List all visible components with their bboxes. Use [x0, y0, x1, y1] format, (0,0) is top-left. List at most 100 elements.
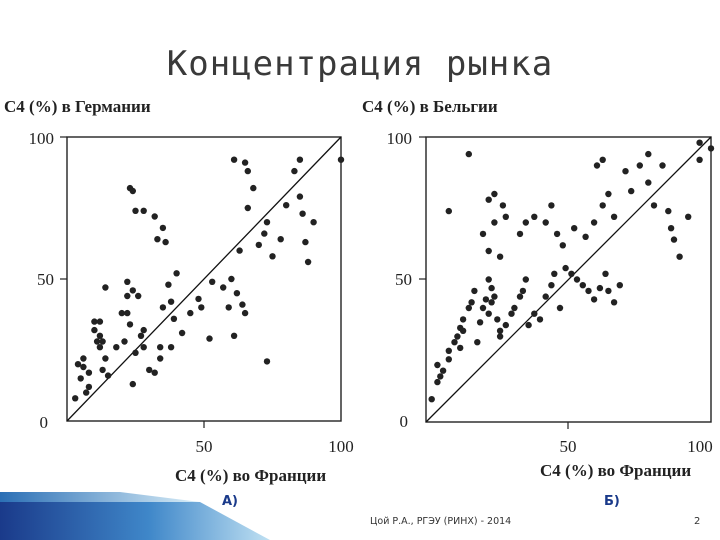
chart-a-point: [206, 335, 213, 342]
chart-b-ytick-label: 100: [387, 129, 413, 148]
chart-b-point: [582, 233, 589, 240]
chart-b-point: [485, 310, 492, 317]
chart-a-point: [146, 366, 153, 374]
chart-a-point: [72, 395, 79, 402]
chart-b-point: [445, 347, 452, 354]
chart-a-point: [167, 298, 175, 305]
chart-a-point: [135, 292, 142, 300]
chart-b-point: [650, 202, 658, 209]
chart-b-ytick-label: 0: [400, 412, 409, 431]
chart-b-point: [548, 282, 555, 289]
chart-b-point: [496, 333, 504, 340]
chart-b-point: [451, 339, 458, 346]
chart-a-point: [277, 236, 284, 243]
chart-b-point: [553, 230, 561, 238]
chart-a-point: [83, 389, 90, 396]
chart-a-point: [165, 281, 172, 288]
chart-a-xlabel: C4 (%) во Франции: [175, 466, 326, 485]
chart-b-points: [428, 139, 715, 403]
page-number: 2: [694, 516, 701, 527]
chart-a-point: [337, 156, 345, 163]
chart-b-point: [499, 202, 507, 209]
chart-b-point: [628, 187, 635, 195]
chart-a-point: [80, 363, 87, 371]
chart-b-point: [536, 316, 544, 323]
chart-a-point: [220, 284, 227, 291]
chart-a-point: [151, 213, 158, 220]
chart-b-point: [599, 202, 606, 209]
chart-b-point: [465, 150, 472, 158]
chart-a-point: [178, 329, 186, 337]
chart-b-point: [585, 287, 592, 295]
chart-a-point: [96, 344, 104, 351]
chart-b-point: [502, 213, 509, 220]
chart-a-point: [255, 241, 262, 249]
chart-b-point: [516, 293, 524, 300]
chart-a-point: [283, 202, 290, 209]
chart-a-point: [154, 236, 161, 243]
chart-a-point: [99, 338, 106, 345]
chart-a-point: [140, 326, 147, 334]
chart-b-diagonal: [425, 136, 712, 423]
chart-b-point: [459, 316, 467, 323]
chart-b-point: [590, 296, 598, 303]
chart-b-xlabel: C4 (%) во Франции: [540, 461, 691, 480]
chart-a-point: [159, 304, 167, 311]
chart-b-point: [707, 145, 715, 152]
chart-a-point: [85, 369, 93, 376]
chart-b-point: [665, 207, 672, 215]
chart-a-point: [91, 326, 98, 334]
chart-b-point: [542, 219, 549, 226]
footer-text: Цой Р.А., РГЭУ (РИНХ) - 2014: [370, 516, 512, 527]
chart-a-point: [132, 349, 139, 356]
chart-a-point: [140, 344, 147, 351]
chart-a-point: [74, 361, 82, 368]
panel-label-a: А): [222, 494, 239, 509]
chart-a-point: [263, 358, 271, 365]
chart-b-point: [645, 150, 652, 158]
chart-b-point: [502, 321, 509, 329]
chart-b-point: [525, 321, 532, 329]
chart-b-point: [696, 156, 703, 163]
chart-b-point: [667, 225, 675, 232]
chart-b-point: [670, 236, 678, 243]
chart-b-point: [542, 293, 549, 300]
chart-b-point: [485, 196, 492, 203]
chart-a-points: [72, 156, 345, 402]
chart-a-point: [296, 156, 304, 163]
chart-a-point: [230, 156, 238, 163]
chart-a-point: [302, 238, 309, 246]
chart-a-diagonal: [66, 136, 342, 422]
chart-b-point: [685, 213, 692, 220]
chart-b-point: [488, 284, 495, 292]
chart-a-point: [96, 318, 104, 325]
chart-b-point: [599, 156, 606, 163]
chart-b-point: [548, 202, 555, 209]
chart-b-point: [508, 310, 515, 317]
chart-b-point: [488, 299, 495, 306]
chart-b-point: [479, 304, 487, 312]
chart-b-xtick-label: 50: [560, 437, 577, 456]
chart-a-point: [244, 204, 251, 212]
chart-a-point: [124, 292, 131, 300]
chart-a-point: [159, 224, 167, 232]
chart-b-point: [457, 344, 464, 352]
chart-a-point: [173, 270, 180, 277]
chart-a-point: [304, 258, 312, 266]
chart-a-point: [162, 238, 169, 246]
chart-a-point: [244, 167, 251, 175]
chart-a-point: [91, 318, 98, 325]
chart-b-point: [454, 333, 461, 340]
chart-a-point: [121, 338, 128, 345]
chart-b-point: [645, 179, 652, 186]
chart-a-ytick-label: 100: [29, 129, 55, 148]
chart-b-point: [471, 287, 478, 295]
chart-b-point: [571, 225, 578, 232]
chart-a-ytick-label: 0: [40, 413, 49, 432]
chart-b-point: [622, 168, 629, 175]
chart-a-point: [261, 230, 268, 237]
chart-a-point: [187, 309, 194, 317]
chart-b-point: [479, 230, 487, 238]
chart-a-point: [296, 193, 304, 200]
chart-a-point: [137, 332, 145, 339]
